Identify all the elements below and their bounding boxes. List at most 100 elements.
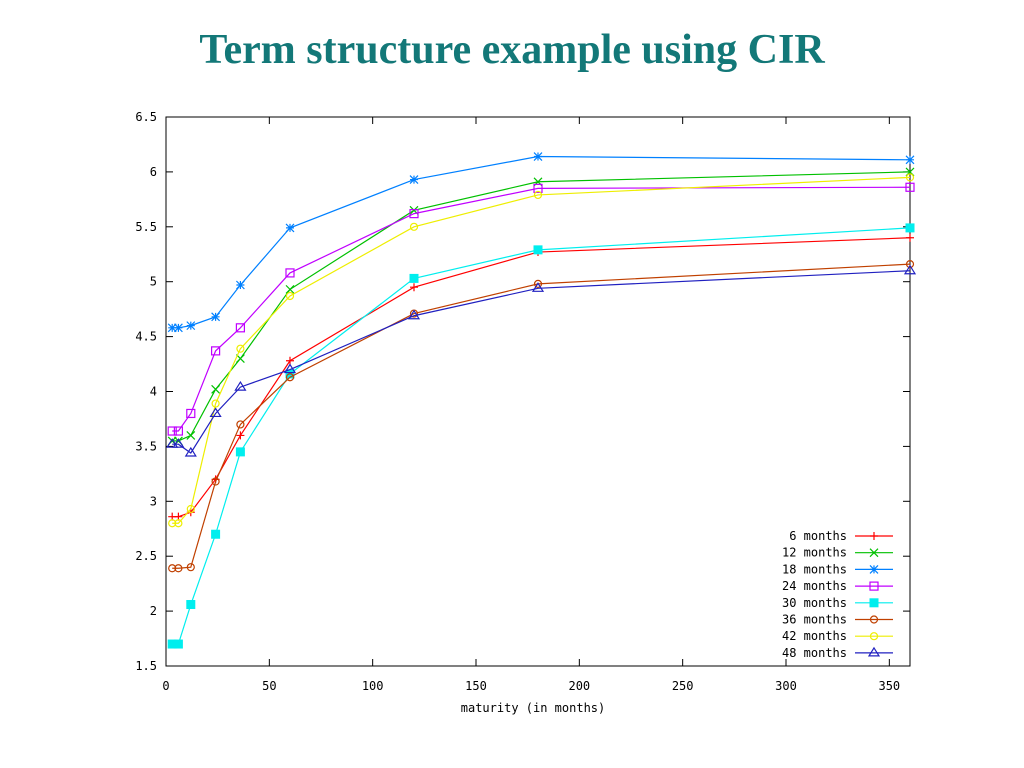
data-point	[166, 438, 179, 448]
data-point	[235, 323, 245, 333]
data-point	[905, 155, 915, 165]
legend-label: 48 months	[782, 646, 847, 660]
data-point	[533, 190, 543, 200]
x-tick-label: 350	[878, 679, 900, 693]
x-tick-label: 50	[262, 679, 276, 693]
chart-axes: 1.5 2 2.5 3 3.5 4 4.5 5 5.5 6 6.5 0 50 100 150 200 250 30…	[135, 110, 911, 693]
y-tick-label: 6	[150, 165, 157, 179]
data-point	[211, 399, 220, 408]
data-point	[906, 233, 914, 242]
legend-label: 30 months	[782, 596, 847, 610]
chart-series	[166, 152, 917, 649]
data-point	[407, 309, 421, 320]
data-point	[174, 564, 183, 573]
slide-title: Term structure example using CIR	[199, 27, 825, 73]
data-point	[211, 346, 221, 356]
data-point	[167, 426, 177, 436]
data-point	[236, 344, 245, 353]
legend-label: 36 months	[782, 613, 847, 627]
y-tick-label: 5.5	[135, 220, 157, 234]
data-point	[211, 384, 221, 394]
x-axis-label: maturity (in months)	[461, 701, 606, 715]
series-48-months	[166, 264, 917, 457]
x-tick-label: 0	[162, 679, 169, 693]
data-point	[869, 564, 879, 574]
data-point	[905, 260, 915, 269]
x-tick-label: 250	[672, 679, 694, 693]
data-point	[409, 209, 419, 219]
data-point	[186, 563, 195, 572]
data-point	[167, 323, 177, 333]
y-tick-label: 2.5	[135, 549, 157, 563]
series-line	[172, 171, 911, 442]
data-point	[285, 268, 295, 278]
series-6-months	[168, 233, 914, 521]
data-point	[186, 600, 196, 610]
x-tick-label: 150	[465, 679, 487, 693]
data-point	[409, 222, 419, 231]
legend-label: 42 months	[782, 629, 847, 643]
series-line	[172, 270, 911, 454]
data-point	[867, 646, 881, 657]
data-point	[285, 223, 295, 233]
y-tick-label: 1.5	[135, 659, 157, 673]
data-point	[173, 639, 183, 649]
series-line	[172, 176, 911, 524]
data-point	[235, 280, 245, 290]
legend-label: 18 months	[782, 562, 847, 576]
data-point	[869, 632, 879, 641]
x-tick-label: 300	[775, 679, 797, 693]
legend-label: 12 months	[782, 546, 847, 560]
data-point	[410, 283, 418, 292]
data-point	[186, 408, 196, 419]
legend-label: 24 months	[782, 579, 847, 593]
data-point	[236, 431, 245, 440]
data-point	[209, 407, 222, 418]
data-point	[905, 182, 915, 192]
data-point	[186, 504, 195, 514]
data-point	[172, 438, 185, 448]
data-point	[186, 430, 196, 440]
data-point	[168, 519, 177, 528]
y-tick-label: 5	[150, 275, 157, 289]
data-point	[186, 321, 196, 331]
data-point	[869, 548, 879, 558]
data-point	[283, 363, 297, 374]
data-point	[409, 175, 419, 185]
y-tick-label: 6.5	[135, 110, 157, 124]
data-point	[234, 380, 247, 391]
y-tick-label: 3.5	[135, 439, 157, 453]
data-point	[168, 564, 177, 573]
data-point	[869, 598, 879, 608]
data-point	[211, 312, 221, 322]
data-point	[184, 446, 197, 457]
data-point	[869, 615, 879, 624]
data-point	[905, 173, 915, 182]
chart-legend: 6 months 12 months 18 months 24 months 30 mo…	[782, 529, 893, 660]
x-tick-label: 200	[568, 679, 590, 693]
data-point	[409, 273, 419, 283]
data-point	[870, 532, 878, 540]
y-tick-label: 4	[150, 385, 157, 399]
series-line	[172, 263, 911, 569]
data-point	[285, 373, 295, 382]
data-point	[285, 291, 295, 301]
legend-label: 6 months	[789, 529, 847, 543]
data-point	[235, 447, 245, 457]
series-24-months	[167, 182, 915, 436]
data-point	[533, 279, 543, 288]
y-tick-label: 3	[150, 494, 157, 508]
data-point	[173, 323, 183, 333]
data-point	[533, 183, 543, 193]
series-line	[172, 237, 911, 518]
data-point	[869, 581, 879, 591]
series-36-months	[168, 260, 915, 573]
series-42-months	[168, 173, 915, 528]
data-point	[236, 420, 245, 429]
data-point	[174, 519, 183, 528]
data-point	[533, 152, 543, 161]
series-18-months	[167, 152, 915, 333]
data-point	[285, 284, 295, 294]
data-point	[903, 264, 917, 275]
